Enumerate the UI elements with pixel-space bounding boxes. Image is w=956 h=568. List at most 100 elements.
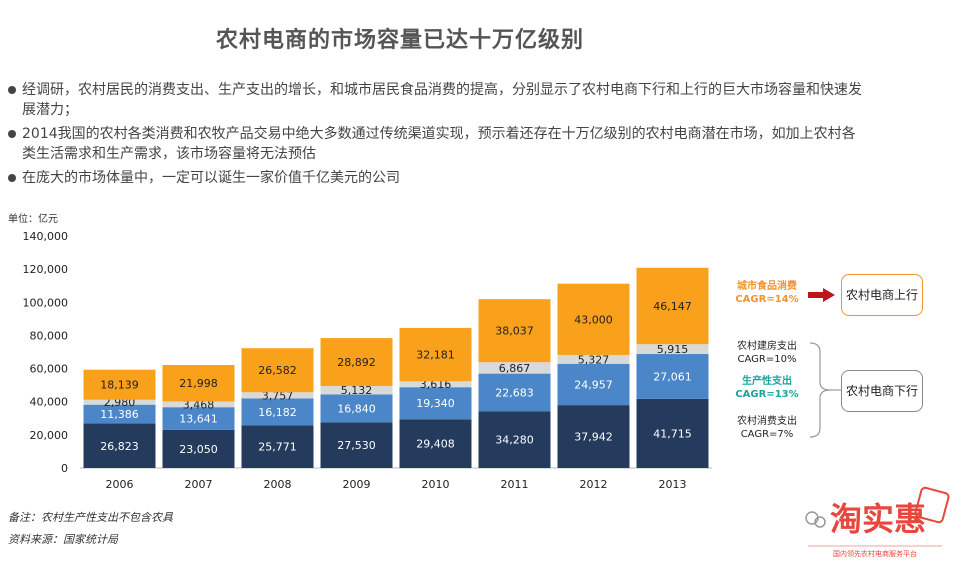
consume-name: 农村消费支出 [737,416,797,427]
bar-segment-housing [478,362,551,374]
data-label-city_food: 38,037 [495,325,534,338]
bar-segment-city_food [320,338,393,386]
bar-segment-housing [241,392,314,399]
arrow-right-icon [808,288,835,302]
y-tick-label: 80,000 [30,329,69,342]
bar-segment-housing [320,385,393,395]
housing-cagr: CAGR=10% [737,354,797,365]
down-box: 农村电商下行 [841,370,923,412]
y-tick-label: 100,000 [23,296,69,309]
x-tick-label: 2009 [343,478,371,491]
production-name: 生产性支出 [742,376,792,387]
data-label-consume: 23,050 [179,443,218,456]
bar-segment-consume [162,429,235,468]
logo-icon: 淘实惠 国内领先农村电商服务平台 [805,486,950,558]
data-label-city_food: 18,139 [100,379,139,392]
bar-segment-city_food [557,283,630,355]
housing-label: 农村建房支出 CAGR=10% [722,340,812,366]
bar-segment-housing [162,401,235,408]
bar-segment-production [241,398,314,426]
bullet-item: 经调研，农村居民的消费支出、生产支出的增长，和城市居民食品消费的提高，分别显示了… [8,80,868,120]
bar-segment-production [478,373,551,412]
bar-segment-city_food [162,364,235,402]
data-label-consume: 29,408 [416,438,455,451]
data-label-housing: 3,616 [420,378,452,391]
y-tick-label: 120,000 [23,263,69,276]
consume-cagr: CAGR=7% [740,429,794,440]
bullet-item: 在庞大的市场体量中，一定可以诞生一家价值千亿美元的公司 [8,168,868,188]
footnote: 备注：农村生产性支出不包含农具 [8,511,173,524]
data-label-city_food: 46,147 [653,300,692,313]
production-cagr: CAGR=13% [735,389,799,400]
data-label-city_food: 28,892 [337,356,376,369]
y-tick-label: 0 [61,462,68,475]
data-label-consume: 26,823 [100,440,139,453]
housing-name: 农村建房支出 [737,341,797,352]
data-label-housing: 5,132 [341,384,373,397]
source-note: 资料来源：国家统计局 [8,533,118,546]
bar-segment-consume [399,419,472,468]
page-title: 农村电商的市场容量已达十万亿级别 [215,28,584,53]
bar-segment-housing [399,381,472,388]
data-label-production: 16,840 [337,402,376,415]
bar-segment-production [83,404,156,424]
bar-segment-production [320,394,393,423]
bar-segment-city_food [83,369,156,400]
bar-segment-production [636,354,709,399]
data-label-city_food: 21,998 [179,377,218,390]
bar-segment-production [399,387,472,420]
bar-segment-city_food [636,267,709,345]
bar-segment-consume [83,423,156,468]
svg-text:国内领先农村电商服务平台: 国内领先农村电商服务平台 [833,549,917,558]
bar-segment-city_food [241,348,314,393]
y-tick-label: 60,000 [30,363,69,376]
data-label-consume: 34,280 [495,434,534,447]
data-label-production: 13,641 [179,413,218,426]
data-label-city_food: 32,181 [416,349,455,362]
data-label-housing: 5,915 [657,343,689,356]
data-label-production: 24,957 [574,378,613,391]
data-label-housing: 5,327 [578,353,610,366]
y-tick-label: 20,000 [30,429,69,442]
bar-segment-housing [83,399,156,405]
svg-text:淘实惠: 淘实惠 [830,500,926,538]
data-label-production: 19,340 [416,397,455,410]
x-tick-label: 2010 [422,478,450,491]
data-label-housing: 6,867 [499,362,531,375]
data-label-consume: 37,942 [574,431,613,444]
data-label-consume: 27,530 [337,439,376,452]
bar-segment-city_food [399,327,472,382]
bar-segment-consume [478,411,551,468]
bar-segment-housing [557,354,630,364]
consume-label: 农村消费支出 CAGR=7% [722,415,812,441]
y-tick-label: 40,000 [30,396,69,409]
city-food-name: 城市食品消费 [737,281,797,292]
data-label-housing: 3,757 [262,389,294,402]
stacked-bar-chart: 0 20,000 40,000 60,000 80,000 100,000 120,000 1… [23,230,712,491]
x-tick-label: 2008 [264,478,292,491]
bar-segment-city_food [478,299,551,363]
bracket-icon [809,342,841,438]
bar-segment-production [557,363,630,406]
unit-label: 单位：亿元 [8,214,58,225]
bullet-list: 经调研，农村居民的消费支出、生产支出的增长，和城市居民食品消费的提高，分别显示了… [8,80,868,192]
x-tick-label: 2011 [501,478,529,491]
x-tick-label: 2006 [106,478,134,491]
bar-segment-consume [636,398,709,468]
data-label-city_food: 43,000 [574,313,613,326]
data-label-consume: 25,771 [258,441,297,454]
production-label: 生产性支出 CAGR=13% [722,375,812,401]
data-label-production: 16,182 [258,406,297,419]
up-box: 农村电商上行 [841,274,923,316]
data-label-production: 22,683 [495,386,534,399]
brand-logo: 淘实惠 国内领先农村电商服务平台 [800,480,950,560]
x-tick-label: 2013 [659,478,687,491]
bar-segment-consume [557,405,630,468]
bar-segment-production [162,407,235,430]
data-label-city_food: 26,582 [258,364,297,377]
x-tick-label: 2012 [580,478,608,491]
bullet-item: 2014我国的农村各类消费和农牧产品交易中绝大多数通过传统渠道实现，预示着还存在… [8,124,868,164]
data-label-production: 11,386 [100,408,139,421]
bar-segment-housing [636,344,709,355]
data-label-consume: 41,715 [653,427,692,440]
